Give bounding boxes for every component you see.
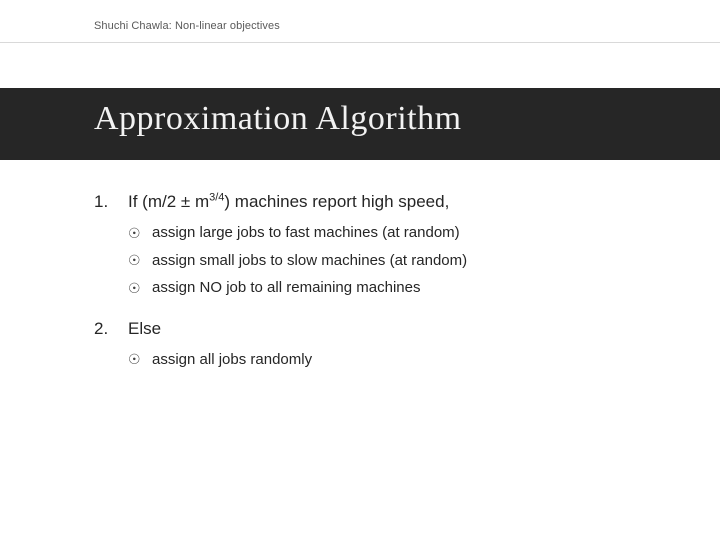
bullet-icon: ☉ (128, 225, 152, 242)
step-1-suffix: ) machines report high speed, (224, 192, 449, 211)
step-2-number: 2. (94, 319, 128, 339)
body-content: 1.If (m/2 ± m3/4) machines report high s… (94, 192, 654, 390)
list-item-text: assign large jobs to fast machines (at r… (152, 224, 460, 241)
step-1: 1.If (m/2 ± m3/4) machines report high s… (94, 192, 654, 297)
bullet-icon: ☉ (128, 252, 152, 269)
list-item: ☉assign small jobs to slow machines (at … (128, 252, 654, 270)
step-1-number: 1. (94, 192, 128, 212)
slide-title: Approximation Algorithm (94, 100, 462, 138)
step-2-text: Else (128, 319, 161, 339)
step-2-subitems: ☉assign all jobs randomly (128, 351, 654, 369)
list-item-text: assign small jobs to slow machines (at r… (152, 252, 467, 269)
step-1-text: If (m/2 ± m3/4) machines report high spe… (128, 192, 449, 212)
step-2-prefix: Else (128, 319, 161, 338)
list-item: ☉assign all jobs randomly (128, 351, 654, 369)
step-2-heading: 2.Else (94, 319, 654, 339)
header-divider (0, 42, 720, 43)
step-1-heading: 1.If (m/2 ± m3/4) machines report high s… (94, 192, 654, 212)
list-item-text: assign NO job to all remaining machines (152, 279, 420, 296)
step-1-superscript: 3/4 (209, 191, 224, 203)
bullet-icon: ☉ (128, 280, 152, 297)
list-item: ☉assign large jobs to fast machines (at … (128, 224, 654, 242)
bullet-icon: ☉ (128, 351, 152, 368)
slide-header: Shuchi Chawla: Non-linear objectives (94, 20, 280, 32)
step-1-prefix: If (m/2 ± m (128, 192, 209, 211)
list-item-text: assign all jobs randomly (152, 351, 312, 368)
step-1-subitems: ☉assign large jobs to fast machines (at … (128, 224, 654, 297)
step-2: 2.Else ☉assign all jobs randomly (94, 319, 654, 369)
list-item: ☉assign NO job to all remaining machines (128, 279, 654, 297)
slide: Shuchi Chawla: Non-linear objectives App… (0, 0, 720, 540)
